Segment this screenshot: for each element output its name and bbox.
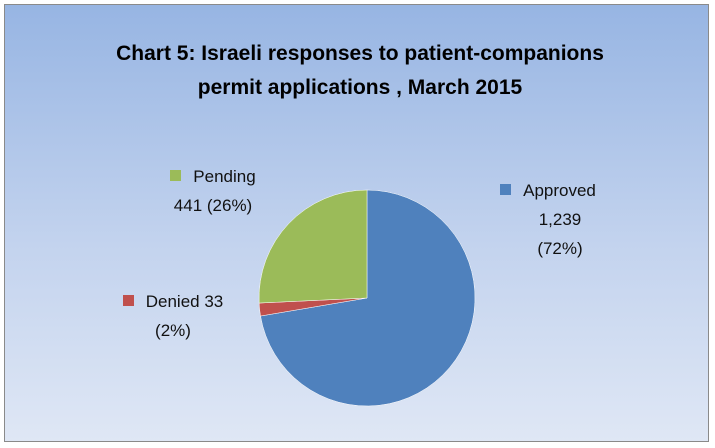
legend-swatch bbox=[122, 295, 134, 306]
value-label: 33 (2%) bbox=[155, 292, 224, 340]
pie-chart bbox=[258, 189, 476, 407]
category-name: Pending bbox=[193, 167, 256, 186]
value-label: 1,239 (72%) bbox=[537, 210, 583, 258]
data-label: Approved 1,239 (72%) bbox=[483, 176, 613, 263]
label-line: Pending bbox=[153, 162, 273, 191]
data-label: Pending 441 (26%) bbox=[153, 162, 273, 220]
legend-swatch bbox=[170, 170, 182, 181]
data-label: Denied 33 (2%) bbox=[117, 287, 229, 345]
chart-area: Chart 5: Israeli responses to patient-co… bbox=[4, 4, 709, 442]
category-name: Denied bbox=[145, 292, 200, 311]
value-label: 441 (26%) bbox=[173, 196, 253, 215]
label-line: Approved bbox=[483, 176, 613, 205]
pie-slice bbox=[258, 189, 368, 304]
category-name: Approved bbox=[523, 181, 596, 200]
chart-title: Chart 5: Israeli responses to patient-co… bbox=[116, 42, 604, 99]
legend-swatch bbox=[500, 184, 512, 195]
label-line: Denied 33 (2%) bbox=[122, 292, 224, 340]
pie-slice bbox=[260, 189, 476, 407]
